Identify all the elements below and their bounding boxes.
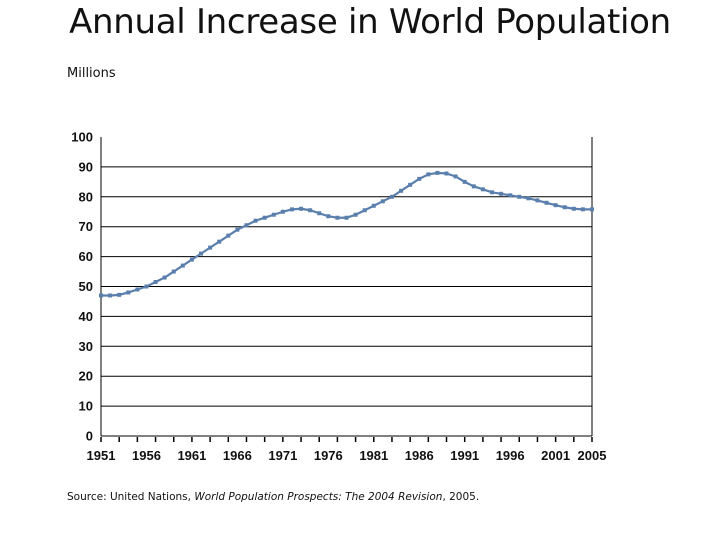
y-tick-label-0: 0 <box>86 429 93 444</box>
data-point-1995 <box>499 191 504 196</box>
data-point-1953 <box>117 292 122 297</box>
data-point-2002 <box>562 205 567 210</box>
y-tick-label-30: 30 <box>79 339 93 354</box>
x-tick-label-1981: 1981 <box>359 448 388 463</box>
data-point-1961 <box>189 257 194 262</box>
y-tick-label-80: 80 <box>79 189 93 204</box>
data-point-1951 <box>99 293 103 298</box>
x-tick-label-1961: 1961 <box>177 448 206 463</box>
data-point-2005 <box>590 207 594 212</box>
data-point-1990 <box>453 174 458 179</box>
y-axis-label: Millions <box>67 66 116 81</box>
data-point-1984 <box>399 188 404 193</box>
data-point-2004 <box>580 207 585 212</box>
data-point-1980 <box>362 208 367 213</box>
data-point-1955 <box>135 287 140 292</box>
data-point-1954 <box>126 290 131 295</box>
y-tick-label-70: 70 <box>79 219 93 234</box>
data-point-1970 <box>271 212 276 217</box>
data-point-1993 <box>480 187 485 192</box>
y-tick-label-90: 90 <box>79 159 93 174</box>
data-point-1966 <box>235 227 240 232</box>
data-point-1982 <box>380 199 385 204</box>
data-point-1989 <box>444 171 449 176</box>
x-tick-label-1996: 1996 <box>496 448 525 463</box>
data-point-1987 <box>426 172 431 177</box>
data-point-2003 <box>571 206 576 211</box>
y-tick-label-100: 100 <box>71 130 93 145</box>
axes <box>100 137 593 437</box>
source-suffix: , 2005. <box>442 491 480 503</box>
data-point-1974 <box>308 208 313 213</box>
data-point-1991 <box>462 179 467 184</box>
data-point-1976 <box>326 214 331 219</box>
source-publication: World Population Prospects: The 2004 Rev… <box>194 491 443 503</box>
data-point-1952 <box>108 293 113 298</box>
data-point-1985 <box>408 182 413 187</box>
source-prefix: Source: United Nations, <box>67 491 195 503</box>
data-point-1956 <box>144 284 149 289</box>
data-point-1998 <box>526 196 531 201</box>
data-point-1963 <box>208 245 213 250</box>
data-point-1992 <box>471 184 476 189</box>
data-point-1969 <box>262 215 267 220</box>
y-tick-label-40: 40 <box>79 309 93 324</box>
data-point-1968 <box>253 218 258 223</box>
y-tick-label-50: 50 <box>79 279 93 294</box>
x-tick-label-1991: 1991 <box>450 448 479 463</box>
data-point-1964 <box>217 239 222 244</box>
data-point-1973 <box>299 206 304 211</box>
data-point-1983 <box>389 194 394 199</box>
data-point-1986 <box>417 176 422 181</box>
data-point-1971 <box>280 209 285 214</box>
y-tick-label-60: 60 <box>79 249 93 264</box>
data-point-1996 <box>508 193 513 198</box>
data-point-1975 <box>317 211 322 216</box>
data-point-1960 <box>180 263 185 268</box>
y-tick-labels: 0 10 20 30 40 50 60 70 80 90 100 <box>71 130 93 444</box>
data-point-1997 <box>517 194 522 199</box>
series-line-path <box>101 171 592 297</box>
data-point-1958 <box>162 275 167 280</box>
x-tick-label-1971: 1971 <box>268 448 297 463</box>
x-tick-label-1966: 1966 <box>223 448 252 463</box>
y-tick-label-20: 20 <box>79 369 93 384</box>
x-tick-label-1986: 1986 <box>405 448 434 463</box>
data-point-1967 <box>244 223 249 228</box>
data-point-1978 <box>344 215 349 220</box>
data-point-1959 <box>171 269 176 274</box>
x-tick-label-2001: 2001 <box>541 448 570 463</box>
x-tick-label-1951: 1951 <box>87 448 116 463</box>
x-tick-marks <box>100 437 593 442</box>
x-tick-label-1956: 1956 <box>132 448 161 463</box>
gridlines <box>101 166 592 407</box>
data-point-1957 <box>153 280 158 285</box>
data-point-1981 <box>371 203 376 208</box>
data-point-2001 <box>553 203 558 208</box>
series-line <box>99 170 594 298</box>
data-point-1994 <box>489 190 494 195</box>
chart-title: Annual Increase in World Population <box>69 2 671 42</box>
x-tick-label-1976: 1976 <box>314 448 343 463</box>
data-point-1979 <box>353 212 358 217</box>
data-point-1988 <box>435 170 440 175</box>
data-point-1977 <box>335 215 340 220</box>
data-point-1962 <box>199 251 204 256</box>
data-point-1999 <box>535 198 540 203</box>
data-point-2000 <box>544 200 549 205</box>
source-note: Source: United Nations, World Population… <box>67 491 479 503</box>
data-point-1972 <box>289 207 294 212</box>
x-tick-labels: 1951 1956 1961 1966 1971 1976 1981 1986 1991 1996… <box>87 448 607 463</box>
y-tick-label-10: 10 <box>79 399 93 414</box>
x-tick-label-2005: 2005 <box>578 448 607 463</box>
data-point-1965 <box>226 233 231 238</box>
